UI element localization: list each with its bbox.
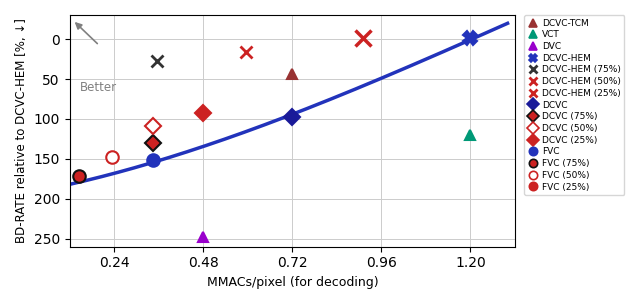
X-axis label: MMACs/pixel (for decoding): MMACs/pixel (for decoding) <box>207 276 378 289</box>
Text: Better: Better <box>80 81 117 94</box>
Y-axis label: BD-RATE relative to DCVC-HEM [%, ↓]: BD-RATE relative to DCVC-HEM [%, ↓] <box>15 19 28 244</box>
Legend: DCVC-TCM, VCT, DVC, DCVC-HEM, DCVC-HEM (75%), DCVC-HEM (50%), DCVC-HEM (25%), DC: DCVC-TCM, VCT, DVC, DCVC-HEM, DCVC-HEM (… <box>524 15 625 195</box>
